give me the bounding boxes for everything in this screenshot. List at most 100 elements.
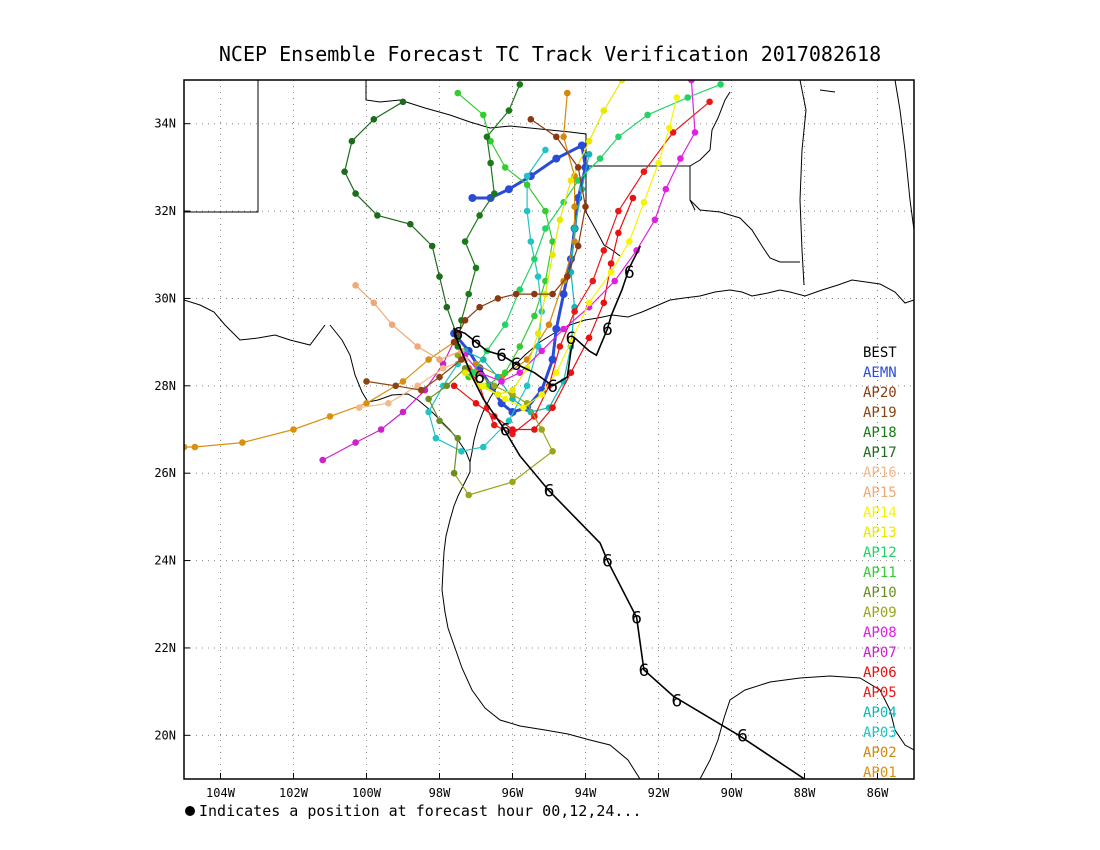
forecast-position-point: [553, 369, 560, 377]
forecast-position-point: [352, 439, 359, 446]
forecast-position-point: [523, 207, 531, 215]
lon-tick-label: 100W: [352, 786, 382, 800]
forecast-position-point: [407, 220, 414, 228]
forecast-position-point: [290, 426, 297, 433]
forecast-position-point: [450, 338, 458, 346]
hurricane-symbol-icon: 6: [471, 333, 482, 353]
forecast-position-point: [505, 417, 513, 425]
forecast-position-point: [600, 247, 608, 254]
state-line-7: [689, 199, 800, 263]
forecast-position-point: [450, 469, 458, 477]
forecast-position-point: [651, 216, 659, 224]
axis-ticks: 104W 102W 100W 98W 96W 94W 92W 90W 88W 86W 20N 22N 2…: [154, 117, 889, 800]
forecast-position-point: [370, 116, 378, 123]
forecast-position-point: [626, 238, 633, 245]
forecast-position-point: [516, 369, 524, 377]
forecast-position-point: [465, 290, 473, 298]
forecast-position-point: [589, 277, 597, 285]
forecast-position-point: [352, 282, 359, 289]
forecast-position-point: [443, 303, 451, 311]
track-ap01: [184, 338, 458, 451]
forecast-position-point: [476, 303, 483, 311]
state-line-5: [799, 80, 807, 286]
forecast-position-point: [509, 386, 516, 394]
forecast-position-point: [538, 426, 545, 433]
forecast-position-point: [436, 273, 443, 280]
forecast-position-point: [585, 151, 593, 158]
page-title: NCEP Ensemble Forecast TC Track Verifica…: [218, 42, 882, 66]
forecast-position-point: [669, 129, 677, 136]
lon-tick-label: 96W: [502, 786, 524, 800]
track-line: [464, 80, 696, 383]
forecast-position-point: [425, 356, 432, 363]
forecast-position-point: [509, 478, 516, 486]
track-ap15: [352, 282, 465, 363]
forecast-position-point: [640, 168, 648, 175]
legend-entry-ap11: AP11: [863, 565, 897, 581]
forecast-position-point: [504, 185, 513, 194]
lat-tick-label: 32N: [154, 204, 176, 218]
lon-tick-label: 98W: [429, 786, 451, 800]
forecast-position-point: [425, 408, 432, 416]
forecast-position-point: [538, 391, 545, 398]
legend-entry-ap10: AP10: [863, 585, 897, 601]
footnote: Indicates a position at forecast hour 00…: [185, 802, 642, 820]
legend-entry-ap08: AP08: [863, 625, 897, 641]
forecast-position-point: [527, 116, 535, 123]
footnote-text: Indicates a position at forecast hour 00…: [199, 802, 642, 820]
forecast-position-point: [615, 229, 622, 237]
forecast-position-point: [684, 94, 691, 101]
ensemble-tracks: [184, 80, 724, 499]
forecast-position-point: [577, 141, 586, 150]
forecast-position-point: [662, 185, 670, 193]
hurricane-symbol-icon: 6: [602, 552, 613, 572]
forecast-position-point: [549, 251, 556, 259]
forecast-position-point: [556, 343, 564, 350]
forecast-position-point: [439, 365, 447, 372]
forecast-position-point: [611, 277, 618, 285]
forecast-position-point: [491, 190, 498, 197]
lon-tick-label: 102W: [279, 786, 309, 800]
forecast-position-point: [443, 382, 451, 390]
forecast-position-point: [600, 299, 608, 307]
forecast-position-point: [487, 137, 494, 145]
forecast-position-point: [542, 207, 549, 215]
forecast-position-point: [615, 133, 622, 141]
forecast-position-point: [549, 404, 556, 412]
lat-tick-label: 22N: [154, 641, 176, 655]
forecast-position-point: [666, 124, 673, 132]
forecast-position-point: [553, 133, 560, 141]
hurricane-symbol-icon: 6: [500, 421, 511, 441]
forecast-position-point: [461, 317, 469, 324]
lat-tick-label: 20N: [154, 728, 176, 742]
lon-tick-label: 90W: [721, 786, 743, 800]
forecast-position-point: [418, 386, 425, 394]
hurricane-symbol-icon: 6: [631, 608, 642, 628]
legend-entry-ap14: AP14: [863, 505, 897, 521]
forecast-position-point: [600, 107, 608, 114]
hurricane-symbol-icon: 6: [624, 263, 635, 283]
forecast-position-dot-icon: [185, 806, 195, 816]
forecast-position-point: [688, 80, 695, 84]
lon-tick-label: 88W: [794, 786, 816, 800]
lon-tick-label: 94W: [575, 786, 597, 800]
forecast-position-point: [454, 89, 462, 97]
hurricane-symbol-icon: 6: [547, 377, 558, 397]
forecast-position-point: [480, 443, 487, 451]
forecast-position-point: [516, 343, 524, 350]
legend-entry-ap09: AP09: [863, 605, 897, 621]
legend-entry-ap02: AP02: [863, 745, 897, 761]
legend-entry-ap13: AP13: [863, 525, 897, 541]
forecast-position-point: [582, 203, 589, 210]
forecast-position-point: [523, 382, 531, 390]
hurricane-symbol-icon: 6: [737, 726, 748, 746]
forecast-position-point: [531, 426, 538, 433]
forecast-position-point: [549, 448, 556, 455]
legend: BEST AEMN AP20 AP19 AP18 AP17 AP16 AP15 AP14 AP13…: [863, 345, 897, 781]
forecast-position-point: [571, 225, 578, 232]
track-line: [343, 101, 459, 339]
track-line: [453, 197, 634, 431]
hurricane-symbol-icon: 6: [452, 324, 463, 344]
